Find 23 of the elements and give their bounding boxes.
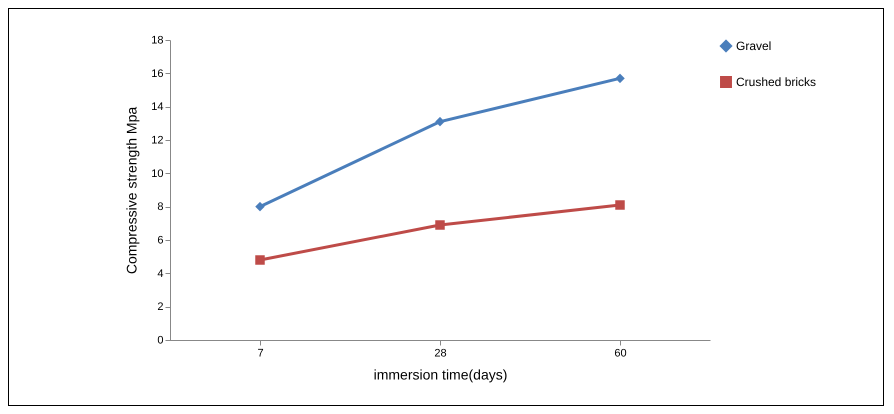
point (615, 200, 625, 210)
y-tick-label: 10 (151, 168, 164, 180)
y-tick-label: 4 (157, 268, 164, 280)
legend-label: Crushed bricks (736, 75, 816, 89)
point (615, 74, 625, 84)
point (435, 220, 445, 230)
y-tick-label: 8 (157, 201, 164, 214)
y-tick-label: 6 (157, 234, 164, 246)
y-axis-title: Compressive strength Mpa (123, 106, 140, 274)
point (435, 116, 445, 126)
y-tick-label: 0 (157, 334, 164, 346)
y-tick-label: 16 (151, 68, 164, 80)
y-tick-label: 14 (151, 101, 164, 114)
y-tick-label: 18 (151, 34, 164, 46)
x-axis-title: immersion time(days) (374, 366, 508, 382)
x-tick-label: 28 (434, 348, 447, 360)
x-tick-label: 7 (257, 348, 264, 360)
y-tick-label: 12 (151, 134, 164, 146)
y-tick-label: 2 (157, 301, 164, 314)
point (255, 202, 265, 212)
legend-label: Gravel (736, 39, 772, 53)
x-tick-label: 60 (614, 348, 627, 360)
point (255, 255, 265, 265)
